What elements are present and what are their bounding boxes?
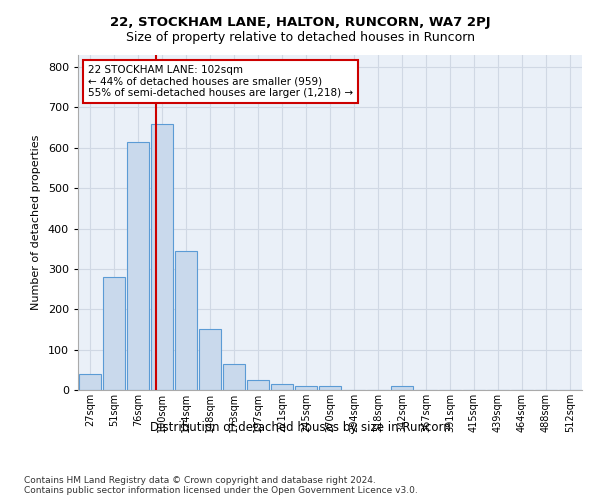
Bar — [247, 380, 269, 390]
Text: Contains HM Land Registry data © Crown copyright and database right 2024.
Contai: Contains HM Land Registry data © Crown c… — [24, 476, 418, 496]
Bar — [271, 384, 293, 390]
Bar — [151, 124, 173, 390]
Text: 22 STOCKHAM LANE: 102sqm
← 44% of detached houses are smaller (959)
55% of semi-: 22 STOCKHAM LANE: 102sqm ← 44% of detach… — [88, 65, 353, 98]
Bar — [103, 277, 125, 390]
Text: Distribution of detached houses by size in Runcorn: Distribution of detached houses by size … — [149, 421, 451, 434]
Bar — [199, 330, 221, 390]
Bar — [295, 386, 317, 390]
Text: 22, STOCKHAM LANE, HALTON, RUNCORN, WA7 2PJ: 22, STOCKHAM LANE, HALTON, RUNCORN, WA7 … — [110, 16, 490, 29]
Bar — [391, 386, 413, 390]
Bar — [175, 251, 197, 390]
Bar — [223, 364, 245, 390]
Text: Size of property relative to detached houses in Runcorn: Size of property relative to detached ho… — [125, 31, 475, 44]
Y-axis label: Number of detached properties: Number of detached properties — [31, 135, 41, 310]
Bar — [127, 142, 149, 390]
Bar — [319, 386, 341, 390]
Bar — [79, 374, 101, 390]
